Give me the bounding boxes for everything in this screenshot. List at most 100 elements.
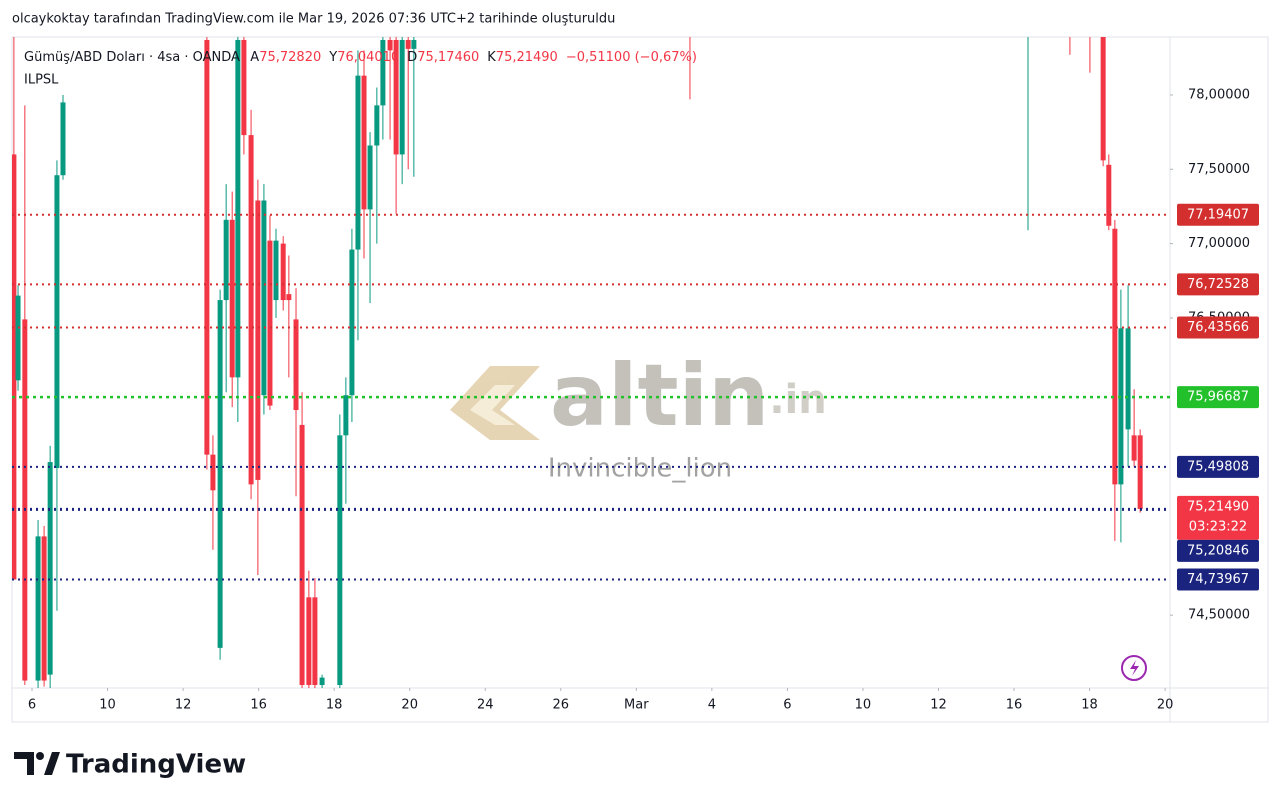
candle-body bbox=[223, 219, 229, 301]
watermark-user: Invincible_lion bbox=[548, 454, 732, 484]
y-tick-label: 77,00000 bbox=[1188, 236, 1250, 251]
y-tick-label: 74,50000 bbox=[1188, 608, 1250, 623]
price-label-box bbox=[1177, 386, 1259, 409]
price-label: 75,49808 bbox=[1187, 459, 1249, 474]
x-tick-label: 16 bbox=[1006, 698, 1023, 713]
candle-body bbox=[286, 294, 292, 301]
candle-body bbox=[374, 105, 380, 146]
candle-body bbox=[273, 240, 279, 301]
legend-change: −0,51100 (−0,67%) bbox=[566, 50, 697, 65]
indicator-label: ILPSL bbox=[24, 73, 59, 88]
candle-body bbox=[1125, 328, 1131, 430]
legend-key: Y bbox=[328, 50, 337, 65]
y-tick-label: 78,00000 bbox=[1188, 87, 1250, 102]
candle-body bbox=[1100, 37, 1106, 161]
x-tick-label: 16 bbox=[250, 698, 267, 713]
x-tick-label: 10 bbox=[855, 698, 872, 713]
x-tick-label: 20 bbox=[401, 698, 418, 713]
candle-body bbox=[47, 462, 53, 675]
legend: Gümüş/ABD Doları · 4sa · OANDA A75,72820 Y… bbox=[24, 50, 697, 65]
candle-body bbox=[1118, 328, 1124, 485]
candle-body bbox=[22, 319, 28, 681]
price-label: 76,72528 bbox=[1187, 277, 1249, 292]
candle-body bbox=[41, 536, 47, 681]
candle-body bbox=[1112, 228, 1118, 485]
candle-body bbox=[267, 240, 273, 406]
x-tick-label: Mar bbox=[624, 698, 649, 713]
watermark-logo bbox=[450, 366, 540, 440]
legend-symbol: Gümüş/ABD Doları · 4sa · OANDA bbox=[24, 50, 240, 65]
logo-mark bbox=[44, 752, 60, 775]
x-tick-label: 12 bbox=[175, 698, 192, 713]
candle-body bbox=[12, 154, 17, 580]
x-tick-label: 6 bbox=[783, 698, 791, 713]
candle-body bbox=[1131, 435, 1137, 461]
legend-key: D bbox=[407, 50, 417, 65]
candle-body bbox=[210, 454, 216, 491]
x-tick-label: 12 bbox=[930, 698, 947, 713]
candle-body bbox=[367, 145, 373, 210]
price-label-box bbox=[1177, 316, 1259, 339]
candle-body bbox=[248, 135, 254, 485]
price-label: 75,20846 bbox=[1187, 543, 1249, 558]
price-label-box bbox=[1177, 568, 1259, 591]
price-label: 77,19407 bbox=[1187, 207, 1249, 222]
candle-body bbox=[380, 39, 386, 106]
candle-body bbox=[1106, 164, 1112, 226]
watermark-brand-text: altin bbox=[550, 346, 769, 446]
candle-body bbox=[280, 243, 286, 301]
price-label-box bbox=[1177, 455, 1259, 478]
candle-body bbox=[393, 39, 399, 155]
candle-body bbox=[235, 39, 241, 378]
candle-body bbox=[1137, 435, 1143, 509]
candle-body bbox=[54, 175, 60, 469]
price-label-box bbox=[1177, 539, 1259, 562]
candle-body bbox=[60, 102, 66, 176]
candle-body bbox=[387, 39, 393, 51]
candle-body bbox=[261, 200, 267, 396]
price-label-box bbox=[1177, 203, 1259, 226]
candle-body bbox=[35, 536, 41, 681]
candle-body bbox=[405, 39, 411, 49]
candle-body bbox=[319, 677, 325, 686]
watermark-suffix: .in bbox=[769, 377, 826, 423]
candle-body bbox=[217, 300, 223, 648]
price-label: 76,43566 bbox=[1187, 320, 1249, 335]
x-tick-label: 26 bbox=[553, 698, 570, 713]
candle-body bbox=[349, 249, 355, 396]
header: olcaykoktay tarafından TradingView.com i… bbox=[12, 12, 615, 27]
candle-body bbox=[306, 597, 312, 686]
price-label-box bbox=[1177, 273, 1259, 296]
candle-body bbox=[312, 597, 318, 686]
legend-key: A bbox=[250, 50, 259, 65]
x-tick-label: 24 bbox=[477, 698, 494, 713]
candle-body bbox=[293, 319, 299, 411]
candle-body bbox=[255, 200, 261, 480]
candle-body bbox=[15, 295, 21, 381]
candle-body bbox=[204, 39, 210, 455]
x-tick-label: 20 bbox=[1157, 698, 1174, 713]
x-tick-label: 18 bbox=[1081, 698, 1098, 713]
candle-body bbox=[343, 395, 349, 436]
alert-icon[interactable] bbox=[1121, 655, 1147, 681]
price-countdown: 03:23:22 bbox=[1189, 519, 1247, 534]
x-tick-label: 18 bbox=[326, 698, 343, 713]
legend-key: K bbox=[487, 50, 496, 65]
candle-body bbox=[399, 39, 405, 155]
candle-body bbox=[229, 219, 235, 378]
y-tick-label: 77,50000 bbox=[1188, 162, 1250, 177]
footer-brand: TradingView bbox=[66, 750, 246, 780]
candle-body bbox=[241, 39, 247, 136]
alert-bolt[interactable] bbox=[1130, 660, 1139, 676]
legend-value: 76,04010 bbox=[337, 50, 399, 65]
x-tick-label: 6 bbox=[28, 698, 36, 713]
candle-body bbox=[411, 39, 417, 49]
price-label-box bbox=[1177, 495, 1259, 540]
x-tick-label: 4 bbox=[708, 698, 716, 713]
legend-value: 75,21490 bbox=[496, 50, 558, 65]
watermark-logo-inner bbox=[470, 385, 515, 425]
candle-body bbox=[337, 435, 343, 686]
logo-dot bbox=[36, 752, 44, 760]
